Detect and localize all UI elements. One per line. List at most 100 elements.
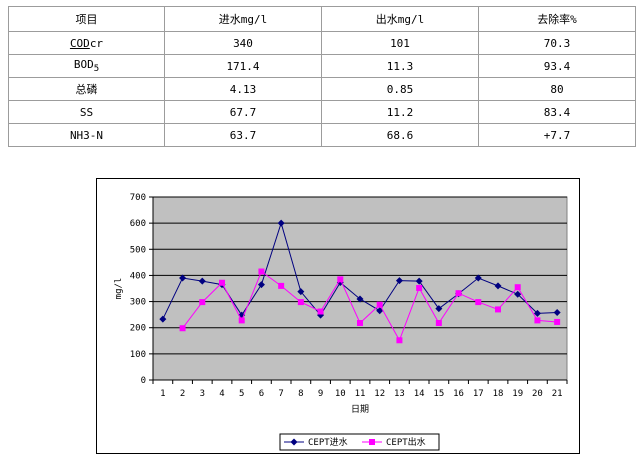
x-tick-label: 3: [200, 389, 205, 399]
data-point: [475, 299, 482, 306]
cell-effluent: 101: [321, 31, 479, 55]
x-tick-label: 14: [414, 389, 425, 399]
y-tick-label: 100: [130, 350, 146, 360]
x-tick-label: 7: [278, 389, 283, 399]
data-point: [435, 320, 442, 327]
data-point: [514, 290, 522, 298]
data-point: [514, 284, 521, 291]
data-point: [278, 282, 285, 289]
cell-influent: 67.7: [164, 100, 322, 124]
data-point: [219, 279, 225, 286]
x-tick-label: 11: [355, 389, 366, 399]
data-point: [277, 219, 285, 227]
data-point: [416, 284, 423, 291]
cell-influent: 171.4: [164, 54, 322, 78]
cell-item: NH3-N: [8, 123, 165, 147]
cell-item: SS: [8, 100, 165, 124]
data-point: [159, 315, 167, 323]
legend-box: [279, 433, 440, 451]
table-row: NH3-N 63.7 68.6 +7.7: [8, 123, 636, 147]
legend-marker: [369, 439, 375, 445]
data-point: [534, 317, 541, 324]
item-name: NH3-N: [69, 128, 104, 142]
cell-influent: 4.13: [164, 77, 322, 101]
table-row: CODcr 340 101 70.3: [8, 31, 636, 55]
data-point: [317, 308, 324, 315]
data-point: [554, 318, 561, 325]
x-tick-label: 15: [433, 389, 444, 399]
x-tick-label: 20: [532, 389, 543, 399]
y-tick-label: 300: [130, 298, 146, 308]
chart-frame: 0 100 200 300 400 500 600 700 1 2 3 4 5 6 7 8 9 10 11 12 13 1…: [96, 178, 580, 454]
data-point: [238, 317, 245, 324]
table-header-row: 项目 进水mg/l 出水mg/l 去除率%: [8, 6, 636, 32]
data-point: [198, 277, 206, 285]
item-name: COD: [69, 36, 90, 50]
x-tick-label: 9: [318, 389, 323, 399]
data-point: [297, 288, 305, 296]
y-tick-label: 700: [130, 193, 146, 203]
cell-removal: +7.7: [478, 123, 636, 147]
data-point: [376, 301, 383, 308]
data-point: [357, 320, 363, 327]
x-tick-label: 12: [374, 389, 385, 399]
x-tick-label: 18: [493, 389, 504, 399]
x-tick-label: 1: [160, 389, 165, 399]
data-point: [396, 337, 403, 344]
data-point: [495, 306, 501, 313]
cell-influent: 63.7: [164, 123, 322, 147]
x-tick-label: 4: [219, 389, 224, 399]
data-point: [494, 282, 502, 290]
y-tick-label: 400: [130, 271, 146, 281]
cell-removal: 93.4: [478, 54, 636, 78]
header-removal: 去除率%: [478, 6, 636, 32]
data-point: [553, 309, 561, 317]
x-tick-label: 6: [259, 389, 264, 399]
x-tick-label: 13: [394, 389, 405, 399]
cell-removal: 80: [478, 77, 636, 101]
cell-effluent: 11.3: [321, 54, 479, 78]
data-table: 项目 进水mg/l 出水mg/l 去除率% CODcr 340 101 70.3 BOD…: [8, 6, 636, 147]
item-name: SS: [79, 105, 94, 119]
x-tick-label: 5: [239, 389, 244, 399]
cell-influent: 340: [164, 31, 322, 55]
table-row: BOD5 171.4 11.3 93.4: [8, 54, 636, 78]
table-row: 总磷 4.13 0.85 80: [8, 77, 636, 101]
x-tick-label: 16: [453, 389, 464, 399]
cell-effluent: 0.85: [321, 77, 479, 101]
data-point: [395, 277, 403, 285]
item-name: 总磷: [75, 83, 98, 96]
y-axis-label: mg/l: [114, 278, 124, 300]
data-point: [455, 290, 462, 297]
cell-effluent: 11.2: [321, 100, 479, 124]
x-tick-label: 21: [552, 389, 563, 399]
legend-label: CEPT进水: [308, 436, 348, 448]
cell-removal: 70.3: [478, 31, 636, 55]
data-point: [199, 299, 206, 306]
x-tick-label: 2: [180, 389, 185, 399]
cell-item: 总磷: [8, 77, 165, 101]
data-point: [415, 277, 423, 285]
header-item: 项目: [8, 6, 165, 32]
y-tick-label: 600: [130, 219, 146, 229]
header-influent: 进水mg/l: [164, 6, 322, 32]
cell-item: CODcr: [8, 31, 165, 55]
x-tick-label: 17: [473, 389, 484, 399]
y-tick-label: 200: [130, 324, 146, 334]
y-tick-label: 500: [130, 245, 146, 255]
series-line-2: [182, 270, 558, 342]
data-point: [356, 295, 364, 303]
table-row: SS 67.7 11.2 83.4: [8, 100, 636, 124]
x-tick-label: 8: [298, 389, 303, 399]
x-tick-label: 19: [512, 389, 523, 399]
legend-label: CEPT出水: [386, 436, 426, 448]
data-point: [179, 274, 187, 282]
cell-effluent: 68.6: [321, 123, 479, 147]
data-point: [257, 281, 265, 289]
item-name-suffix: 5: [93, 64, 100, 75]
data-point: [297, 299, 304, 306]
y-tick-label: 0: [141, 376, 146, 386]
data-point: [258, 268, 265, 275]
data-point: [179, 325, 186, 332]
legend-marker: [290, 438, 298, 446]
